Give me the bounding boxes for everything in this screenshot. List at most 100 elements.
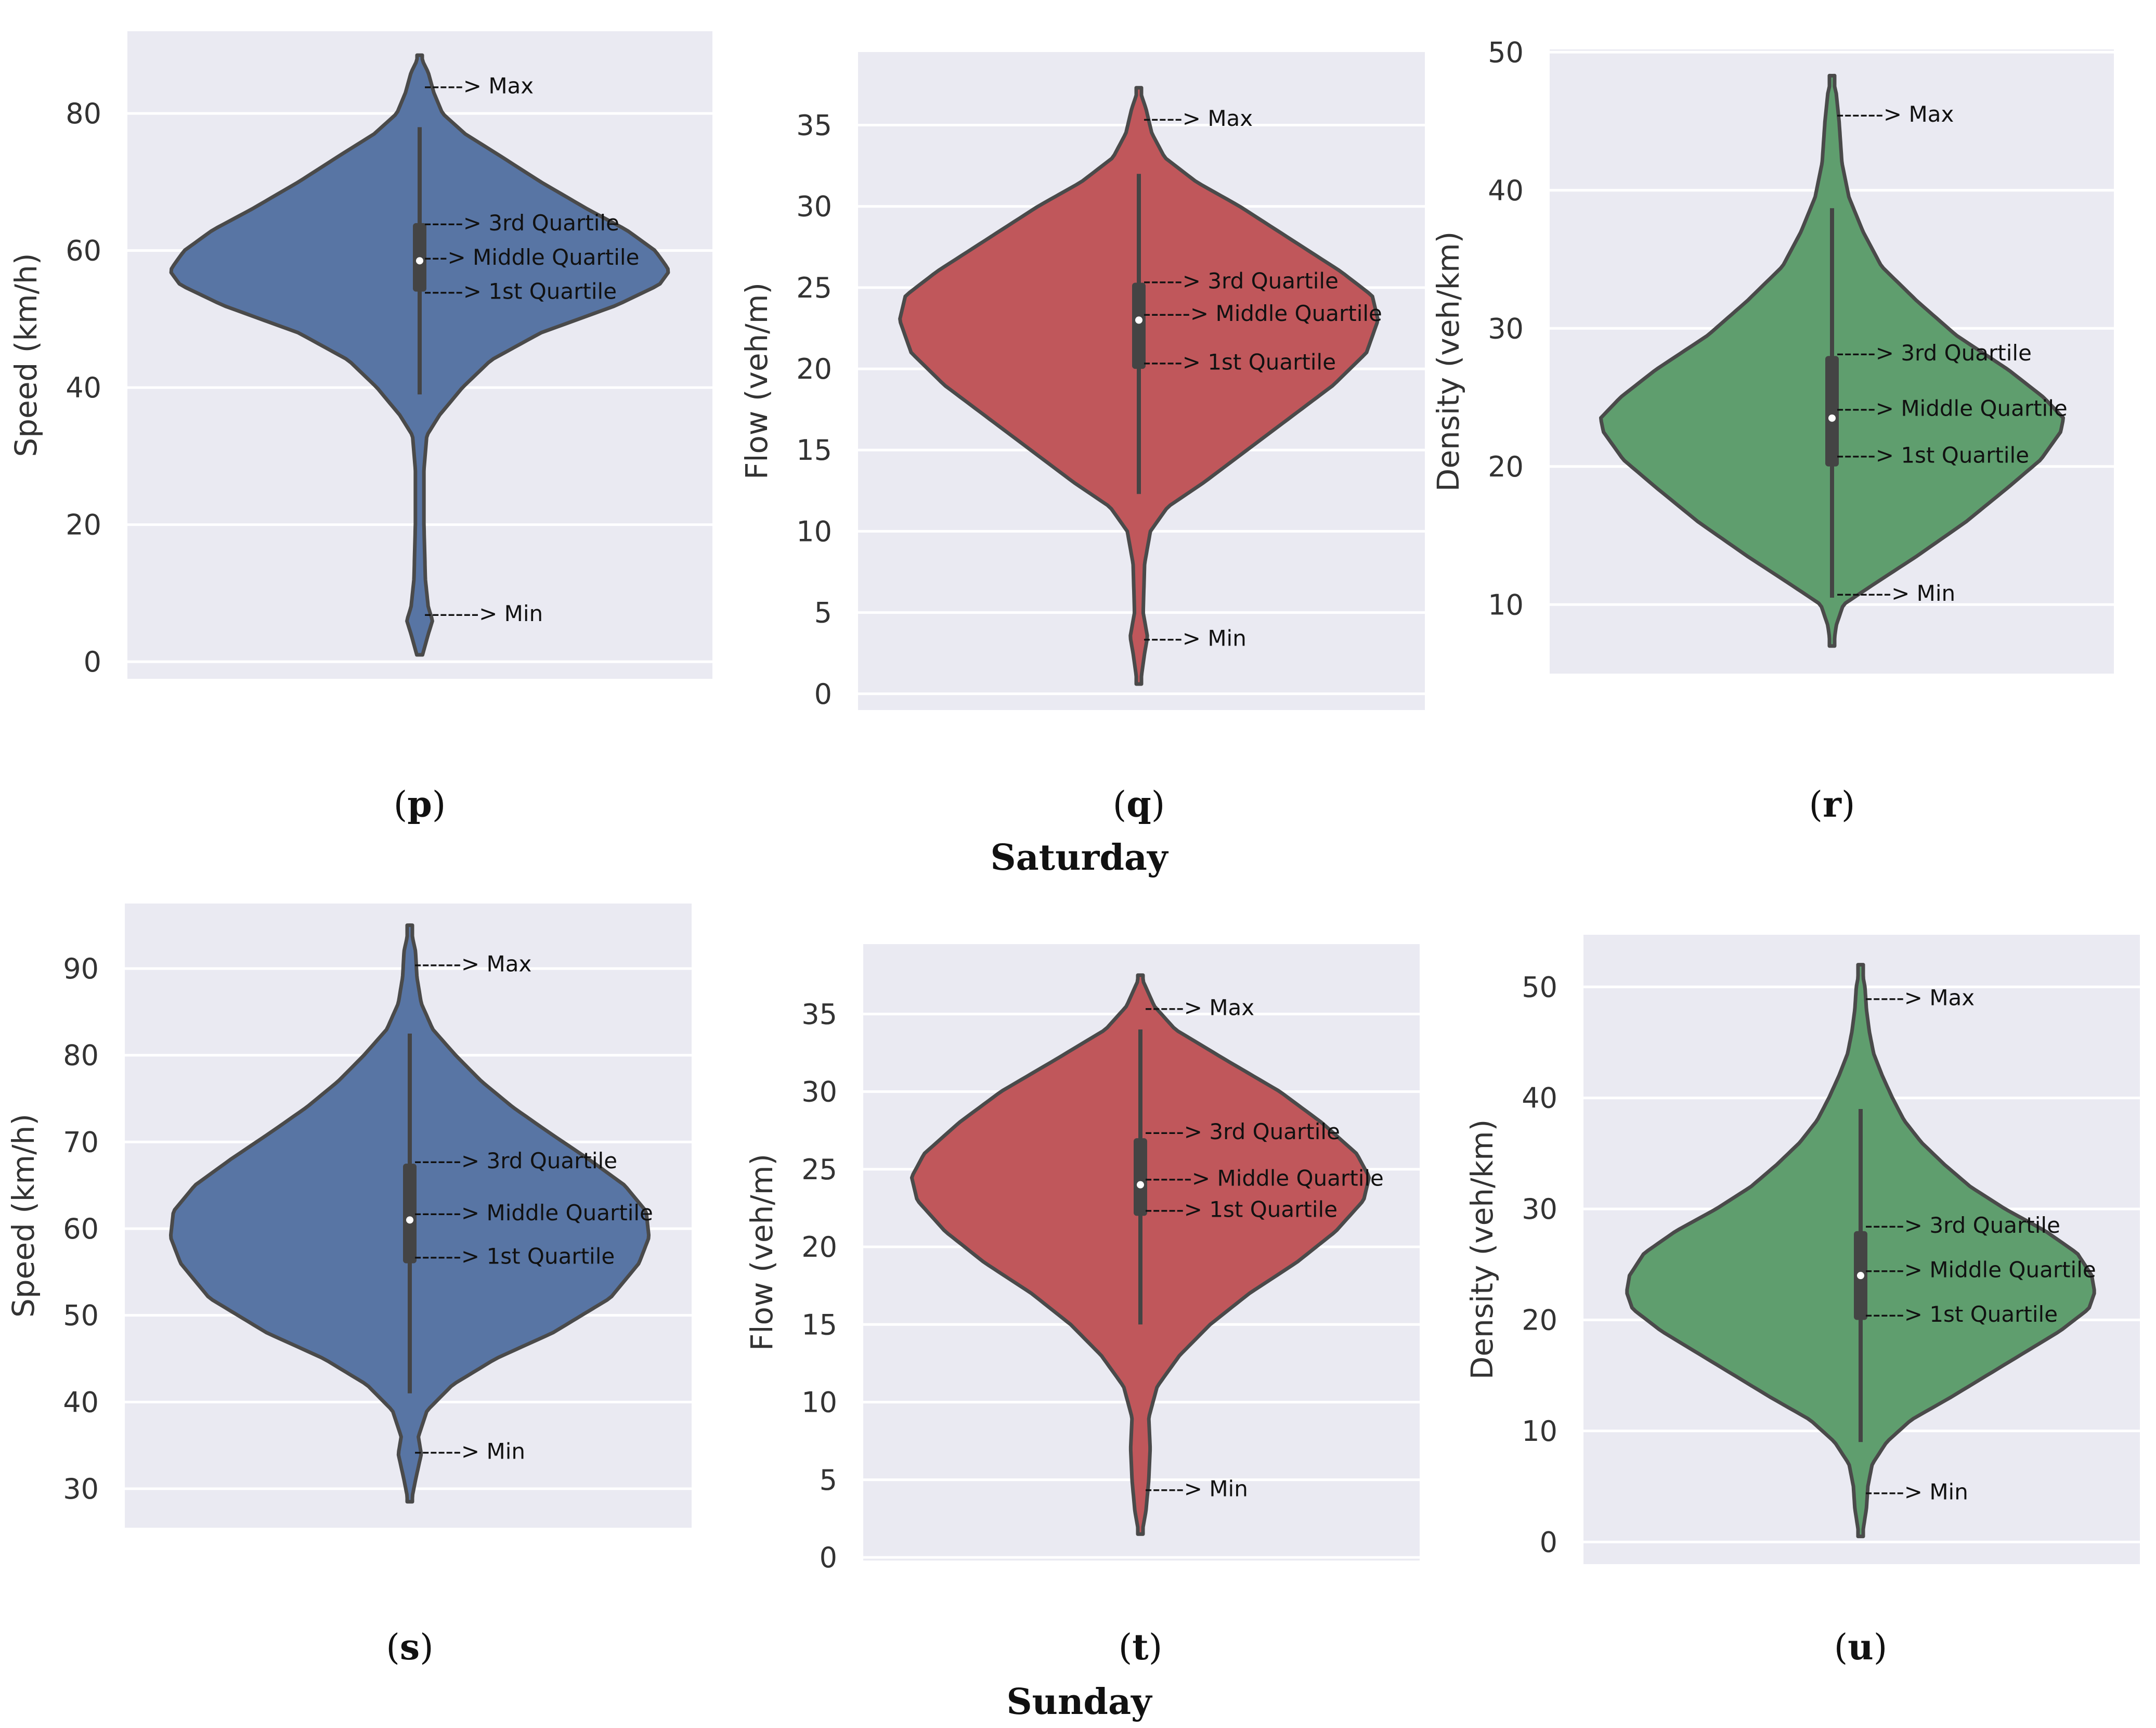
median-marker	[416, 257, 423, 265]
annotation-label: ------> 3rd Quartile	[414, 1148, 617, 1174]
panel-caption: (r)	[1809, 784, 1855, 826]
annotation-label: -----> 3rd Quartile	[1143, 268, 1339, 293]
y-tick-label: 0	[84, 646, 101, 678]
caption-paren-open: (	[1119, 1627, 1133, 1668]
annotation-label: -----> 1st Quartile	[1145, 1196, 1337, 1222]
annotation-label: -----> 3rd Quartile	[424, 210, 619, 236]
median-marker	[1857, 1272, 1864, 1280]
y-tick-label: 15	[801, 1308, 837, 1341]
annotation-label: -----> Middle Quartile	[1836, 395, 2068, 421]
annotation-label: ------> Middle Quartile	[1145, 1166, 1384, 1191]
annotation-label: -----> Min	[1143, 626, 1246, 651]
violin-panels: 0 20 40 60 80 Speed (km/h) -----> Max -----> 3r…	[6, 31, 2140, 1668]
annotation-label: -----> Min	[1865, 1479, 1968, 1504]
y-tick-label: 20	[796, 353, 832, 385]
caption-paren-close: )	[1151, 784, 1165, 826]
caption-paren-open: (	[1809, 784, 1823, 826]
median-marker	[406, 1216, 413, 1224]
y-tick-label: 30	[801, 1076, 837, 1108]
caption-letter: q	[1126, 784, 1151, 826]
caption-paren-close: )	[1841, 784, 1855, 826]
caption-paren-close: )	[1874, 1627, 1888, 1668]
median-marker	[1137, 1181, 1144, 1189]
y-tick-label: 30	[63, 1473, 99, 1505]
caption-paren-close: )	[432, 784, 446, 826]
annotation-label: -----> Middle Quartile	[1865, 1257, 2096, 1282]
y-tick-label: 50	[1488, 36, 1524, 69]
iqr-box	[1134, 1138, 1147, 1216]
caption-paren-open: (	[394, 784, 408, 826]
annotation-label: ------> 1st Quartile	[414, 1243, 615, 1269]
group-title-sunday: Sunday	[1006, 1681, 1153, 1723]
y-axis-label: Density (veh/km)	[1464, 1119, 1500, 1380]
y-tick-label: 0	[820, 1541, 837, 1574]
y-tick-label: 70	[63, 1126, 99, 1158]
y-tick-label: 50	[63, 1299, 99, 1332]
y-tick-label: 20	[1488, 450, 1524, 483]
annotation-label: -----> 1st Quartile	[1836, 443, 2029, 468]
y-tick-label: 20	[1522, 1304, 1557, 1337]
y-tick-label: 0	[1540, 1526, 1557, 1558]
caption-letter: p	[407, 784, 432, 826]
y-tick-label: 40	[63, 1386, 99, 1418]
iqr-box	[1132, 282, 1146, 369]
annotation-label: -----> 3rd Quartile	[1865, 1213, 2060, 1238]
caption-letter: s	[400, 1627, 420, 1668]
annotation-label: -----> Min	[1145, 1476, 1248, 1502]
y-tick-label: 5	[814, 597, 832, 629]
panel-caption: (q)	[1113, 784, 1165, 826]
violin-panel-q: 0 5 10 15 20 25 30 35 Flow (veh/m) -----> Max ----…	[739, 52, 1425, 826]
violin-panel-s: 30 40 50 60 70 80 90 Speed (km/h) ------> Max ---…	[6, 904, 692, 1668]
y-tick-label: 10	[1488, 588, 1524, 621]
panel-caption: (u)	[1834, 1627, 1888, 1668]
y-tick-label: 30	[1488, 312, 1524, 345]
y-axis-label: Speed (km/h)	[6, 1114, 41, 1318]
violin-panel-p: 0 20 40 60 80 Speed (km/h) -----> Max -----> 3r…	[8, 31, 712, 826]
caption-paren-open: (	[1113, 784, 1127, 826]
caption-paren-open: (	[1834, 1627, 1848, 1668]
annotation-label: -----> 1st Quartile	[424, 279, 617, 304]
caption-paren-close: )	[1149, 1627, 1163, 1668]
annotation-label: ------> Max	[414, 951, 531, 977]
y-tick-label: 0	[814, 678, 832, 711]
y-axis-label: Flow (veh/m)	[744, 1154, 780, 1351]
annotation-label: -----> Max	[1143, 106, 1253, 131]
y-tick-label: 35	[796, 109, 832, 142]
violin-panel-t: 0 5 10 15 20 25 30 35 Flow (veh/m) -----> Max ----…	[744, 944, 1420, 1668]
y-tick-label: 25	[801, 1153, 837, 1186]
annotation-label: ------> Max	[1836, 101, 1954, 127]
iqr-box	[403, 1164, 417, 1263]
caption-letter: r	[1823, 784, 1842, 826]
annotation-label: ------> Middle Quartile	[414, 1200, 653, 1226]
median-marker	[1135, 316, 1142, 324]
y-tick-label: 30	[796, 190, 832, 223]
annotation-label: -------> Min	[1836, 581, 1955, 606]
group-title-saturday: Saturday	[991, 837, 1169, 879]
annotation-label: ------> Middle Quartile	[1143, 301, 1382, 326]
y-tick-label: 90	[63, 952, 99, 985]
annotation-label: -----> 1st Quartile	[1143, 350, 1336, 375]
y-tick-label: 80	[63, 1039, 99, 1072]
y-tick-label: 60	[63, 1213, 99, 1245]
annotation-label: -----> 3rd Quartile	[1836, 340, 2032, 366]
annotation-label: -----> Max	[424, 73, 534, 98]
y-tick-label: 25	[796, 272, 832, 304]
y-tick-label: 50	[1522, 971, 1557, 1003]
y-axis-label: Flow (veh/m)	[739, 282, 774, 480]
y-axis-label: Density (veh/km)	[1431, 231, 1466, 492]
caption-letter: u	[1848, 1627, 1873, 1668]
y-tick-label: 40	[1522, 1082, 1557, 1115]
y-tick-label: 60	[66, 235, 101, 267]
annotation-label: -----> 1st Quartile	[1865, 1301, 2058, 1327]
panel-caption: (s)	[386, 1627, 433, 1668]
annotation-label: ------> Min	[414, 1438, 525, 1464]
y-tick-label: 10	[801, 1386, 837, 1419]
violin-panel-u: 0 10 20 30 40 50 Density (veh/km) -----> Max ---…	[1464, 935, 2140, 1668]
annotation-label: -------> Min	[424, 601, 543, 626]
y-tick-label: 35	[801, 998, 837, 1030]
caption-letter: t	[1132, 1627, 1149, 1668]
y-axis-label: Speed (km/h)	[8, 253, 44, 457]
median-marker	[1828, 414, 1836, 422]
annotation-label: -----> Max	[1865, 985, 1975, 1011]
y-tick-label: 10	[1522, 1415, 1557, 1448]
